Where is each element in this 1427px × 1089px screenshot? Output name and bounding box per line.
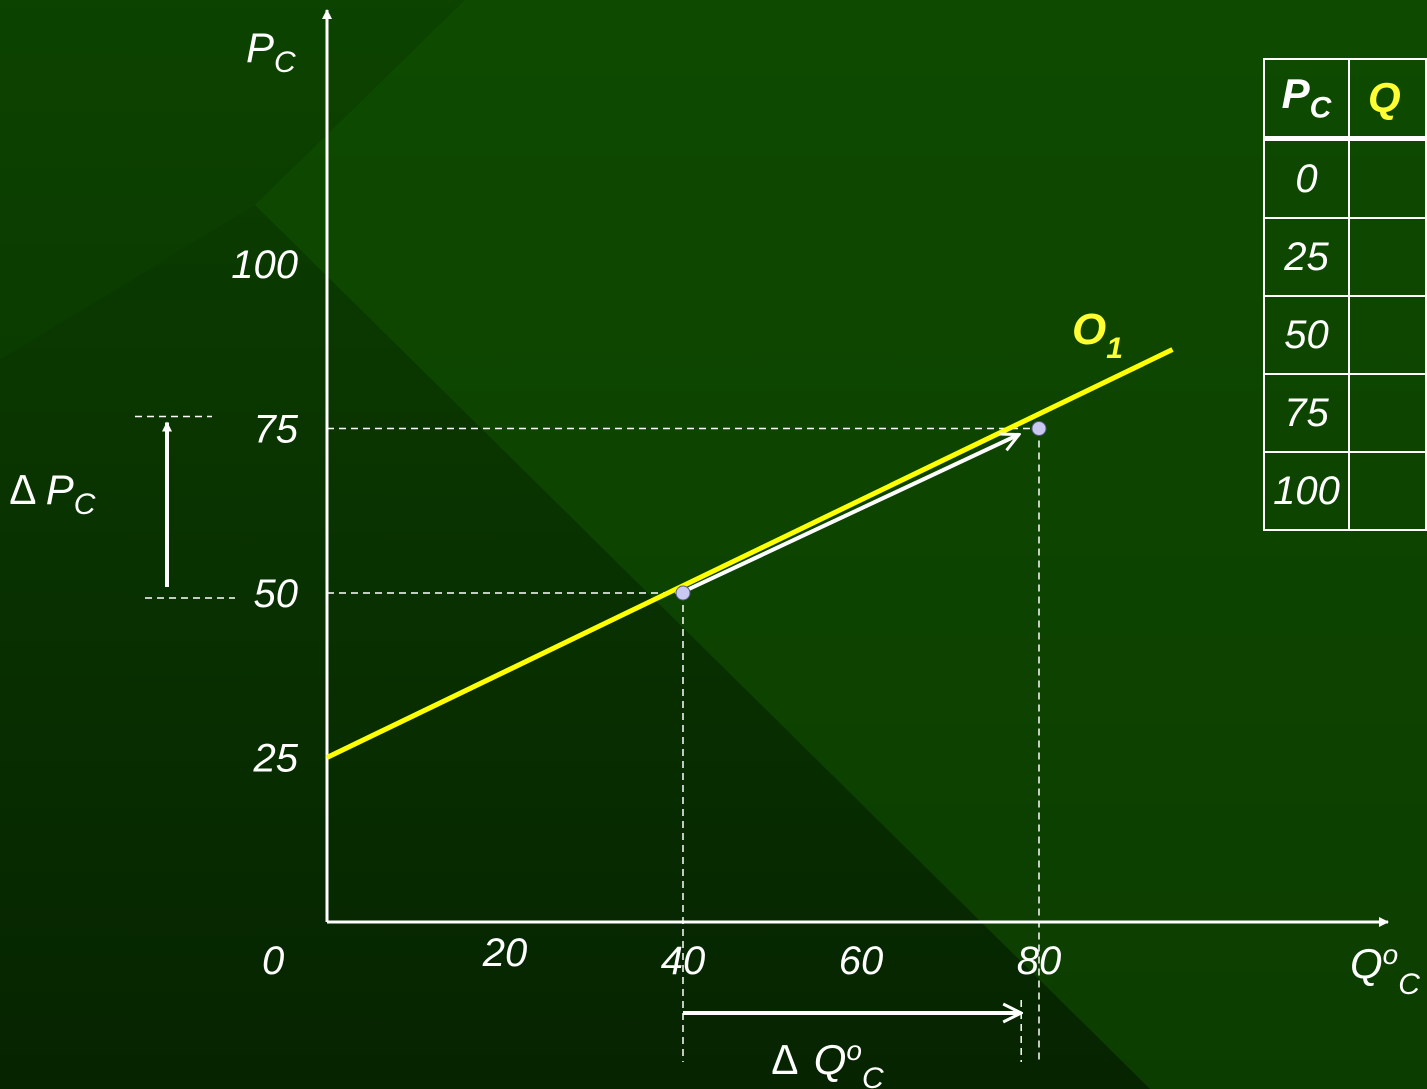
table-cell-price: 50: [1263, 295, 1350, 375]
table-cell-price: 100: [1263, 451, 1350, 531]
table-row: 100: [1263, 451, 1427, 531]
table-cell-quantity: [1347, 451, 1427, 531]
equilibrium-points: [675, 421, 1047, 601]
x-tick-20: 20: [482, 931, 528, 975]
movement-arrow: [688, 435, 1019, 591]
table-cell-price: 75: [1263, 373, 1350, 453]
table-header-quantity: Q: [1347, 58, 1427, 141]
y-tick-25: 25: [253, 737, 299, 781]
delta-q-label: ∆ QoC: [772, 1035, 884, 1089]
table-row: 0: [1263, 137, 1427, 219]
x-tick-40: 40: [661, 939, 706, 983]
point-0: [675, 585, 691, 601]
table-row: 25: [1263, 217, 1427, 297]
y-tick-100: 100: [231, 243, 298, 287]
x-tick-60: 60: [839, 939, 884, 983]
point-1: [1031, 421, 1047, 436]
supply-schedule-table: PC Q 0 25 50 75 100: [1263, 58, 1427, 531]
table-header-row: PC Q: [1263, 58, 1427, 141]
table-row: 75: [1263, 373, 1427, 453]
x-tick-80: 80: [1017, 939, 1062, 983]
table-cell-price: 0: [1263, 137, 1350, 219]
table-header-price: PC: [1263, 58, 1350, 141]
axis-ticks: 20 40 60 80 25 50 75 100: [231, 243, 1061, 983]
origin-label: 0: [262, 939, 284, 983]
y-tick-50: 50: [254, 572, 299, 616]
table-cell-quantity: [1347, 137, 1427, 219]
y-tick-75: 75: [254, 408, 299, 452]
curve-label-o1: O1: [1072, 305, 1123, 365]
table-row: 50: [1263, 295, 1427, 375]
table-cell-quantity: [1347, 373, 1427, 453]
table-cell-quantity: [1347, 295, 1427, 375]
delta-p-label: ∆ PC: [10, 466, 96, 521]
y-axis-title: PC: [246, 24, 296, 79]
supply-curve-o1: [325, 347, 1174, 760]
guide-lines: [135, 415, 1040, 1062]
x-axis-title: QoC: [1350, 939, 1420, 1001]
table-cell-quantity: [1347, 217, 1427, 297]
table-cell-price: 25: [1263, 217, 1350, 297]
